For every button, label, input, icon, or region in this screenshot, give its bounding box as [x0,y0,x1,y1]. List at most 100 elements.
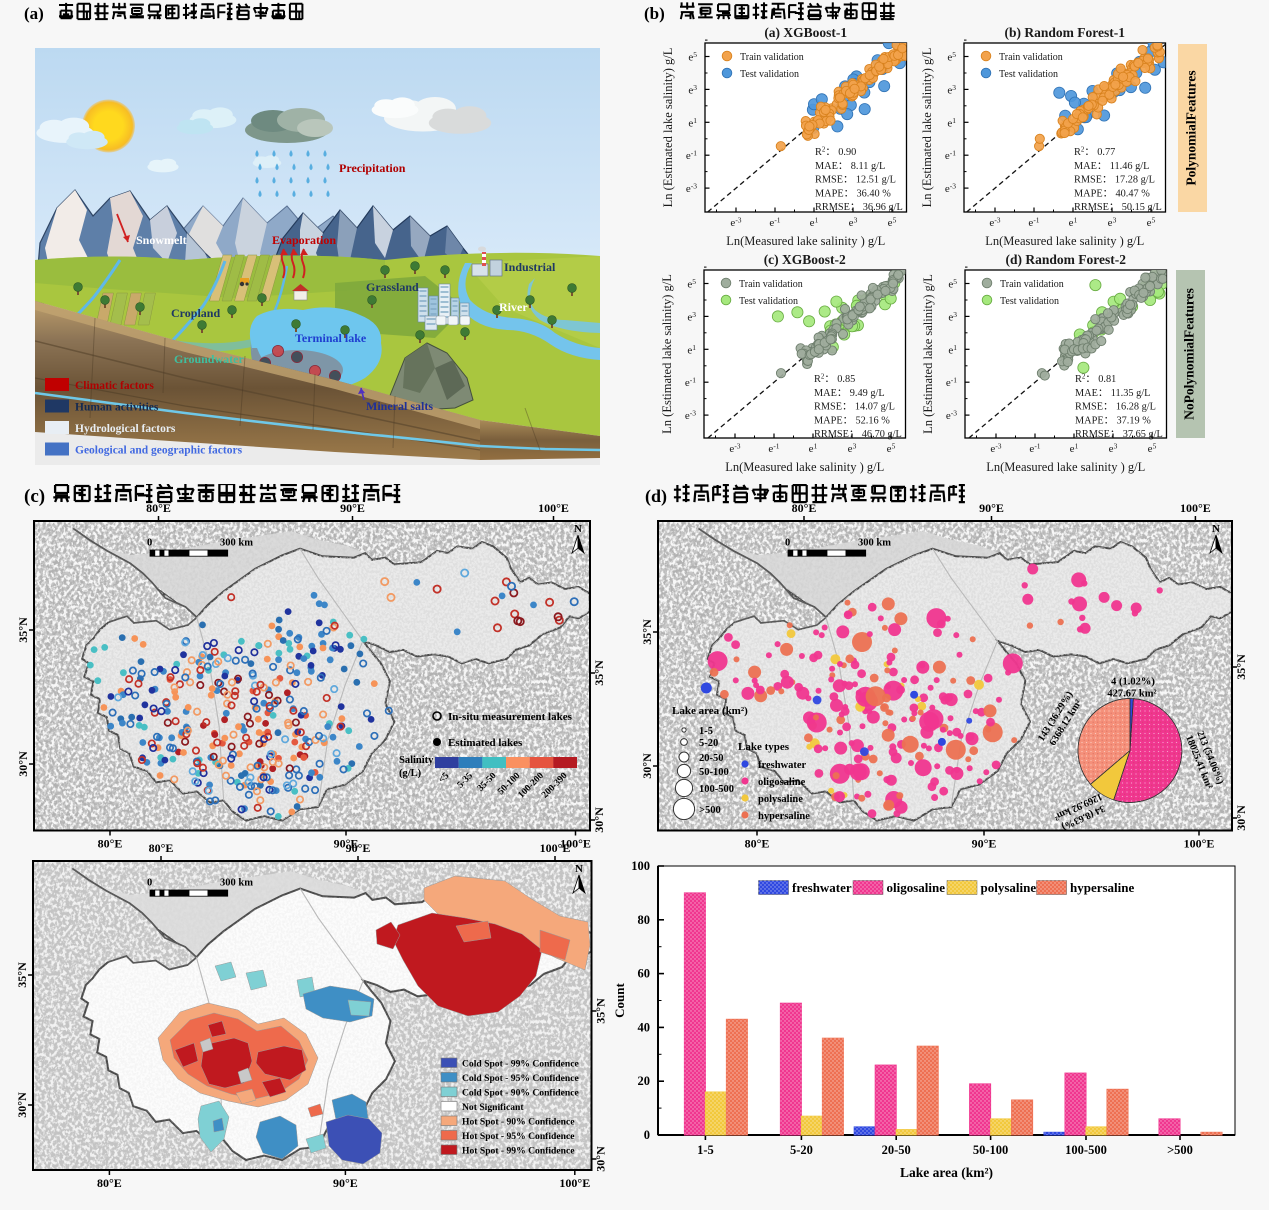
svg-text:80°E: 80°E [146,501,171,515]
svg-text:R2： 0.81: R2： 0.81 [1075,373,1116,386]
svg-text:e5: e5 [1147,216,1156,230]
svg-text:Hydrological factors: Hydrological factors [75,423,176,435]
svg-text:35°N: 35°N [591,660,605,686]
svg-text:40: 40 [638,1020,651,1034]
svg-text:MAPE： 40.47 %: MAPE： 40.47 % [1074,188,1150,199]
svg-text:50-100: 50-100 [973,1143,1008,1157]
svg-text:20: 20 [638,1074,651,1088]
svg-text:e-3: e-3 [730,216,741,230]
svg-text:80°E: 80°E [97,1176,122,1190]
svg-text:Ln(Measured lake salinity ) g/: Ln(Measured lake salinity ) g/L [725,460,884,474]
svg-text:Train validation: Train validation [739,279,803,290]
svg-text:Terminal lake: Terminal lake [295,331,367,345]
svg-text:N: N [574,523,582,535]
svg-text:Train validation: Train validation [1000,279,1064,290]
svg-text:e5: e5 [687,277,696,291]
svg-text:R2： 0.90: R2： 0.90 [815,146,856,159]
svg-text:(a): (a) [24,4,44,23]
svg-text:80°E: 80°E [97,837,122,851]
svg-text:Test validation: Test validation [739,296,798,307]
svg-text:Evaporation: Evaporation [272,233,336,247]
svg-text:e-3: e-3 [685,409,696,423]
svg-text:Ln(Measured lake salinity ) g/: Ln(Measured lake salinity ) g/L [726,234,885,248]
svg-text:e5: e5 [887,442,896,456]
svg-text:Test validation: Test validation [1000,296,1059,307]
svg-text:1-5: 1-5 [697,1143,714,1157]
svg-text:0: 0 [785,538,790,549]
svg-text:e5: e5 [1148,442,1157,456]
svg-text:Industrial: Industrial [504,260,556,274]
svg-text:MAPE： 36.40 %: MAPE： 36.40 % [815,188,891,199]
svg-text:Salinity: Salinity [399,755,434,766]
svg-text:oligosaline: oligosaline [887,880,946,895]
svg-text:e5: e5 [888,216,897,230]
svg-text:Lake area (km²): Lake area (km²) [672,705,748,717]
svg-text:35°N: 35°N [15,962,29,988]
svg-text:300 km: 300 km [858,538,891,549]
svg-text:35°N: 35°N [593,998,607,1024]
svg-text:100°E: 100°E [559,1176,590,1190]
svg-text:(g/L): (g/L) [399,768,422,779]
svg-text:e1: e1 [1069,216,1078,230]
svg-text:20-50: 20-50 [882,1143,911,1157]
svg-text:e-1: e-1 [769,216,780,230]
svg-text:freshwater: freshwater [758,760,807,771]
svg-text:(c): (c) [24,486,45,506]
svg-text:5-20: 5-20 [699,738,718,749]
svg-text:Cold Spot - 90% Confidence: Cold Spot - 90% Confidence [462,1088,579,1099]
svg-text:(b): (b) [644,4,665,23]
svg-text:300 km: 300 km [220,878,253,889]
svg-text:e1: e1 [948,343,957,357]
svg-text:RMSE： 14.07 g/L: RMSE： 14.07 g/L [814,402,895,413]
svg-text:freshwater: freshwater [792,880,852,895]
svg-text:e-1: e-1 [945,149,956,163]
svg-text:N: N [575,863,583,875]
svg-text:e5: e5 [948,277,957,291]
svg-text:30°N: 30°N [593,1146,607,1172]
svg-text:(d): (d) [645,486,667,506]
svg-text:1-5: 1-5 [699,726,713,737]
svg-text:e3: e3 [848,442,857,456]
svg-text:90°E: 90°E [333,1176,358,1190]
svg-text:100°E: 100°E [560,837,591,851]
svg-text:e-1: e-1 [946,376,957,390]
svg-text:Hot Spot - 95% Confidence: Hot Spot - 95% Confidence [462,1131,575,1142]
svg-text:Test validation: Test validation [740,69,799,80]
svg-text:Snowmelt: Snowmelt [136,233,187,247]
svg-text:RRMSE： 37.65 g/L: RRMSE： 37.65 g/L [1075,429,1163,440]
svg-text:90°E: 90°E [333,837,358,851]
svg-text:Human activities: Human activities [75,402,159,414]
svg-text:90°E: 90°E [972,837,997,851]
svg-text:MAE： 9.49 g/L: MAE： 9.49 g/L [814,388,885,399]
svg-text:100°E: 100°E [1180,501,1211,515]
svg-text:RRMSE： 36.96 g/L: RRMSE： 36.96 g/L [815,202,903,213]
svg-text:>500: >500 [699,805,721,816]
svg-text:Hot Spot - 99% Confidence: Hot Spot - 99% Confidence [462,1146,575,1157]
svg-text:30°N: 30°N [15,751,29,777]
svg-text:30°N: 30°N [591,807,605,833]
svg-text:35°N: 35°N [15,617,29,643]
svg-text:80°E: 80°E [745,837,770,851]
svg-text:Ln(Measured lake salinity ) g/: Ln(Measured lake salinity ) g/L [985,234,1144,248]
svg-text:e-1: e-1 [686,149,697,163]
svg-text:hypersaline: hypersaline [1070,880,1135,895]
svg-text:MAPE： 37.19 %: MAPE： 37.19 % [1075,415,1151,426]
svg-text:30°N: 30°N [640,753,654,779]
svg-text:Grassland: Grassland [366,280,419,294]
svg-text:Ln(Measured lake salinity ) g/: Ln(Measured lake salinity ) g/L [986,460,1145,474]
svg-text:(a) XGBoost-1: (a) XGBoost-1 [764,25,847,40]
svg-text:Precipitation: Precipitation [339,161,406,175]
svg-text:hypersaline: hypersaline [758,811,810,822]
svg-text:Cold Spot - 99% Confidence: Cold Spot - 99% Confidence [462,1059,579,1070]
svg-text:R2： 0.77: R2： 0.77 [1074,146,1115,159]
svg-text:e-3: e-3 [990,442,1001,456]
svg-text:50-100: 50-100 [699,767,729,778]
svg-text:Climatic factors: Climatic factors [75,380,154,392]
svg-text:(b) Random Forest-1: (b) Random Forest-1 [1005,25,1126,40]
svg-text:80°E: 80°E [792,501,817,515]
svg-text:Geological and geographic fact: Geological and geographic factors [75,445,243,457]
svg-text:MAPE： 52.16 %: MAPE： 52.16 % [814,415,890,426]
svg-text:RMSE： 12.51 g/L: RMSE： 12.51 g/L [815,175,896,186]
svg-text:e-1: e-1 [768,442,779,456]
svg-text:35°N: 35°N [1234,654,1248,680]
